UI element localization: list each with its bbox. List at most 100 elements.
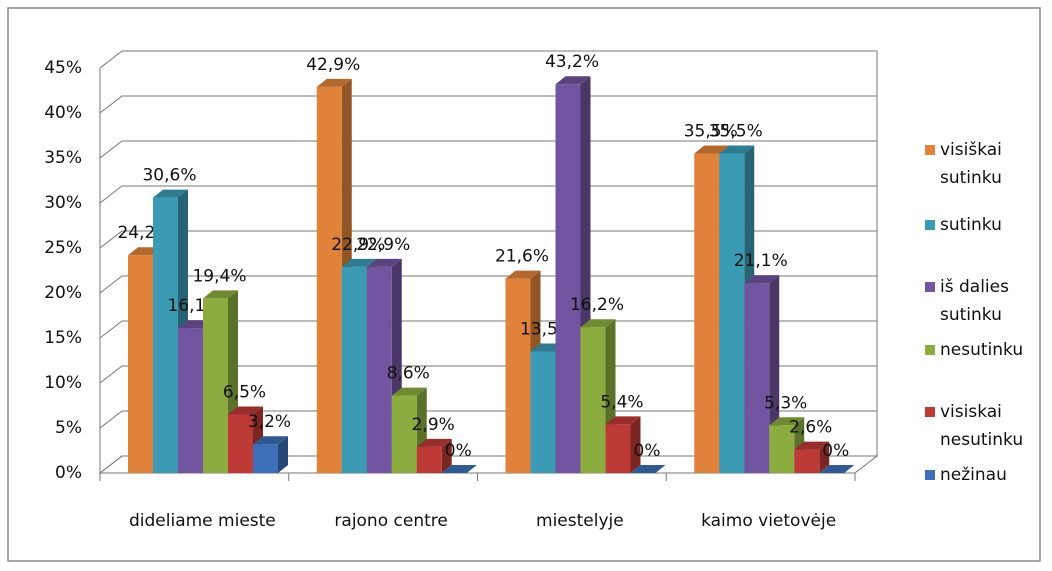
bar-top — [744, 275, 780, 284]
x-tick-label: dideliame mieste — [129, 511, 276, 531]
value-label: 6,5% — [223, 383, 266, 403]
legend-label: sutinku — [940, 215, 1002, 235]
bar — [253, 444, 278, 473]
bar-top — [366, 258, 402, 267]
value-label: 5,4% — [600, 392, 643, 412]
grid-line — [99, 410, 877, 429]
bar-top — [630, 465, 666, 473]
legend-swatch — [925, 145, 935, 155]
bar — [391, 395, 417, 473]
bar — [153, 197, 178, 473]
bar-top — [416, 438, 452, 447]
bar-top — [253, 436, 288, 445]
grid-line — [99, 185, 877, 204]
bar-top — [391, 387, 427, 396]
bar-side — [819, 441, 830, 473]
grid-line — [99, 50, 877, 69]
y-tick-label: 45% — [44, 58, 82, 78]
y-tick-label: 0% — [55, 463, 82, 483]
legend-swatch — [925, 407, 935, 417]
legend-label: visiškai sutinku — [940, 140, 1002, 188]
bar — [719, 153, 745, 473]
bar-top — [819, 465, 855, 473]
x-tick-label: miestelyje — [536, 511, 624, 531]
legend-swatch — [925, 282, 935, 292]
value-label: 19,4% — [192, 266, 246, 286]
bar-top — [505, 270, 541, 279]
bar-top — [580, 319, 616, 328]
y-tick-label: 30% — [44, 193, 82, 213]
value-label: 43,2% — [545, 52, 599, 72]
grid-line — [99, 95, 877, 114]
bar-top — [719, 145, 755, 154]
value-label: 2,9% — [412, 415, 455, 435]
grid-line — [99, 320, 877, 339]
value-label: 0% — [445, 441, 472, 461]
bar — [505, 278, 531, 473]
bar — [416, 446, 442, 473]
legend-label: iš dalies sutinku — [940, 277, 1009, 325]
value-label: 35,5% — [709, 122, 763, 142]
bar-top — [555, 76, 591, 85]
bar-top — [441, 465, 477, 473]
bar-top — [228, 406, 263, 415]
bar-top — [605, 416, 641, 425]
bar — [744, 283, 770, 473]
bar — [228, 414, 253, 473]
legend-label: visiskai nesutinku — [940, 402, 1024, 450]
value-label: 8,6% — [387, 364, 430, 384]
legend-label: nežinau — [940, 465, 1007, 485]
y-tick-label: 5% — [55, 418, 82, 438]
legend-swatch — [925, 345, 935, 355]
bar-top — [203, 290, 238, 299]
legend-swatch — [925, 220, 935, 230]
bar — [366, 266, 392, 473]
value-label: 2,6% — [789, 418, 832, 438]
bar — [203, 298, 228, 473]
value-label: 30,6% — [142, 166, 196, 186]
bar-side — [630, 416, 641, 473]
grid-line — [99, 140, 877, 159]
value-label: 0% — [822, 441, 849, 461]
grid-line — [99, 275, 877, 294]
value-label: 35,5% — [684, 122, 738, 142]
bar — [128, 255, 153, 473]
value-label: 42,9% — [306, 55, 360, 75]
y-tick-label: 25% — [44, 238, 82, 258]
bar-top — [694, 145, 730, 154]
bar — [341, 266, 367, 473]
y-tick-label: 10% — [44, 373, 82, 393]
legend-swatch — [925, 470, 935, 480]
bar — [316, 86, 342, 474]
y-tick-label: 15% — [44, 328, 82, 348]
bar — [580, 327, 606, 473]
value-label: 3,2% — [248, 412, 291, 432]
bar-top — [316, 78, 352, 87]
bar — [794, 449, 820, 473]
bar — [769, 425, 795, 473]
legend-label: nesutinku — [940, 340, 1024, 360]
bar-top — [153, 189, 188, 198]
grid-line — [99, 230, 877, 249]
value-label: 22,9% — [356, 235, 410, 255]
x-tick-label: rajono centre — [334, 511, 447, 531]
bar — [605, 424, 631, 473]
value-label: 5,3% — [764, 393, 807, 413]
y-tick-label: 40% — [44, 103, 82, 123]
bar-side — [441, 438, 452, 473]
bar — [555, 84, 581, 473]
value-label: 16,2% — [570, 295, 624, 315]
value-label: 21,1% — [734, 251, 788, 271]
value-label: 21,6% — [495, 247, 549, 267]
bar-top — [794, 441, 830, 450]
value-label: 22,9% — [331, 235, 385, 255]
x-tick-label: kaimo vietovėje — [701, 511, 836, 531]
bar-side — [278, 436, 288, 473]
y-tick-label: 35% — [44, 148, 82, 168]
value-label: 0% — [634, 441, 661, 461]
grid-line — [99, 365, 877, 384]
bar-top — [769, 417, 805, 426]
bar — [530, 351, 556, 473]
